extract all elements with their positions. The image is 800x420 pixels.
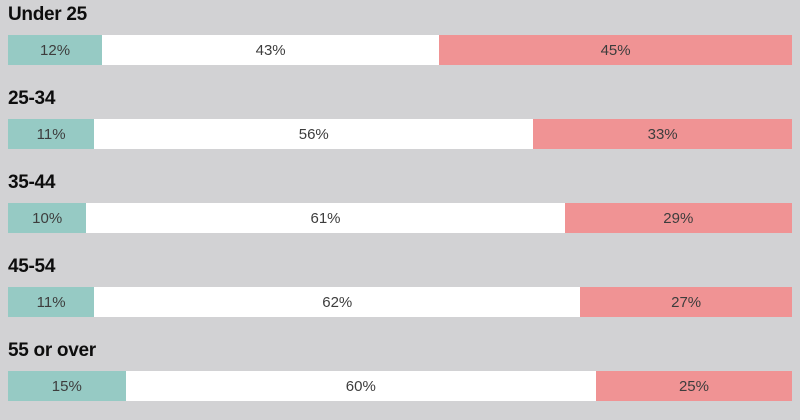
stacked-bar: 11% 56% 33%	[8, 119, 792, 149]
bar-segment-white: 56%	[94, 119, 534, 149]
bar-segment-white: 62%	[94, 287, 581, 317]
bar-segment-white: 43%	[102, 35, 440, 65]
bar-segment-white: 61%	[86, 203, 565, 233]
stacked-bar: 10% 61% 29%	[8, 203, 792, 233]
bar-segment-pink: 25%	[595, 371, 792, 401]
bar-segment-teal: 15%	[8, 371, 126, 401]
age-row-55-or-over: 55 or over 15% 60% 25%	[8, 336, 792, 420]
segment-value: 29%	[663, 209, 694, 227]
age-group-label: 45-54	[8, 256, 56, 277]
bar-segment-pink: 27%	[580, 287, 792, 317]
bar-segment-teal: 11%	[8, 119, 95, 149]
segment-value: 12%	[40, 41, 71, 59]
age-row-45-54: 45-54 11% 62% 27%	[8, 252, 792, 336]
age-row-35-44: 35-44 10% 61% 29%	[8, 168, 792, 252]
bar-segment-white: 60%	[125, 371, 596, 401]
segment-value: 61%	[310, 209, 341, 227]
segment-value: 11%	[36, 125, 66, 143]
segment-value: 43%	[255, 41, 286, 59]
bar-segment-teal: 12%	[8, 35, 103, 65]
stacked-bar: 12% 43% 45%	[8, 35, 792, 65]
segment-value: 62%	[322, 293, 353, 311]
segment-value: 15%	[51, 377, 82, 395]
age-row-under-25: Under 25 12% 43% 45%	[8, 0, 792, 84]
bar-segment-pink: 33%	[533, 119, 792, 149]
bar-segment-teal: 10%	[8, 203, 87, 233]
segment-value: 27%	[671, 293, 702, 311]
age-row-25-34: 25-34 11% 56% 33%	[8, 84, 792, 168]
stacked-bar: 11% 62% 27%	[8, 287, 792, 317]
segment-value: 33%	[647, 125, 678, 143]
segment-value: 45%	[600, 41, 631, 59]
segment-value: 56%	[298, 125, 329, 143]
segment-value: 25%	[678, 377, 709, 395]
age-group-label: 35-44	[8, 172, 56, 193]
segment-value: 10%	[32, 209, 63, 227]
age-group-label: Under 25	[8, 4, 87, 25]
segment-value: 11%	[36, 293, 66, 311]
bar-segment-teal: 11%	[8, 287, 95, 317]
stacked-bar: 15% 60% 25%	[8, 371, 792, 401]
bar-segment-pink: 29%	[564, 203, 792, 233]
age-group-label: 25-34	[8, 88, 56, 109]
age-group-label: 55 or over	[8, 340, 96, 361]
segment-value: 60%	[345, 377, 376, 395]
bar-segment-pink: 45%	[439, 35, 792, 65]
